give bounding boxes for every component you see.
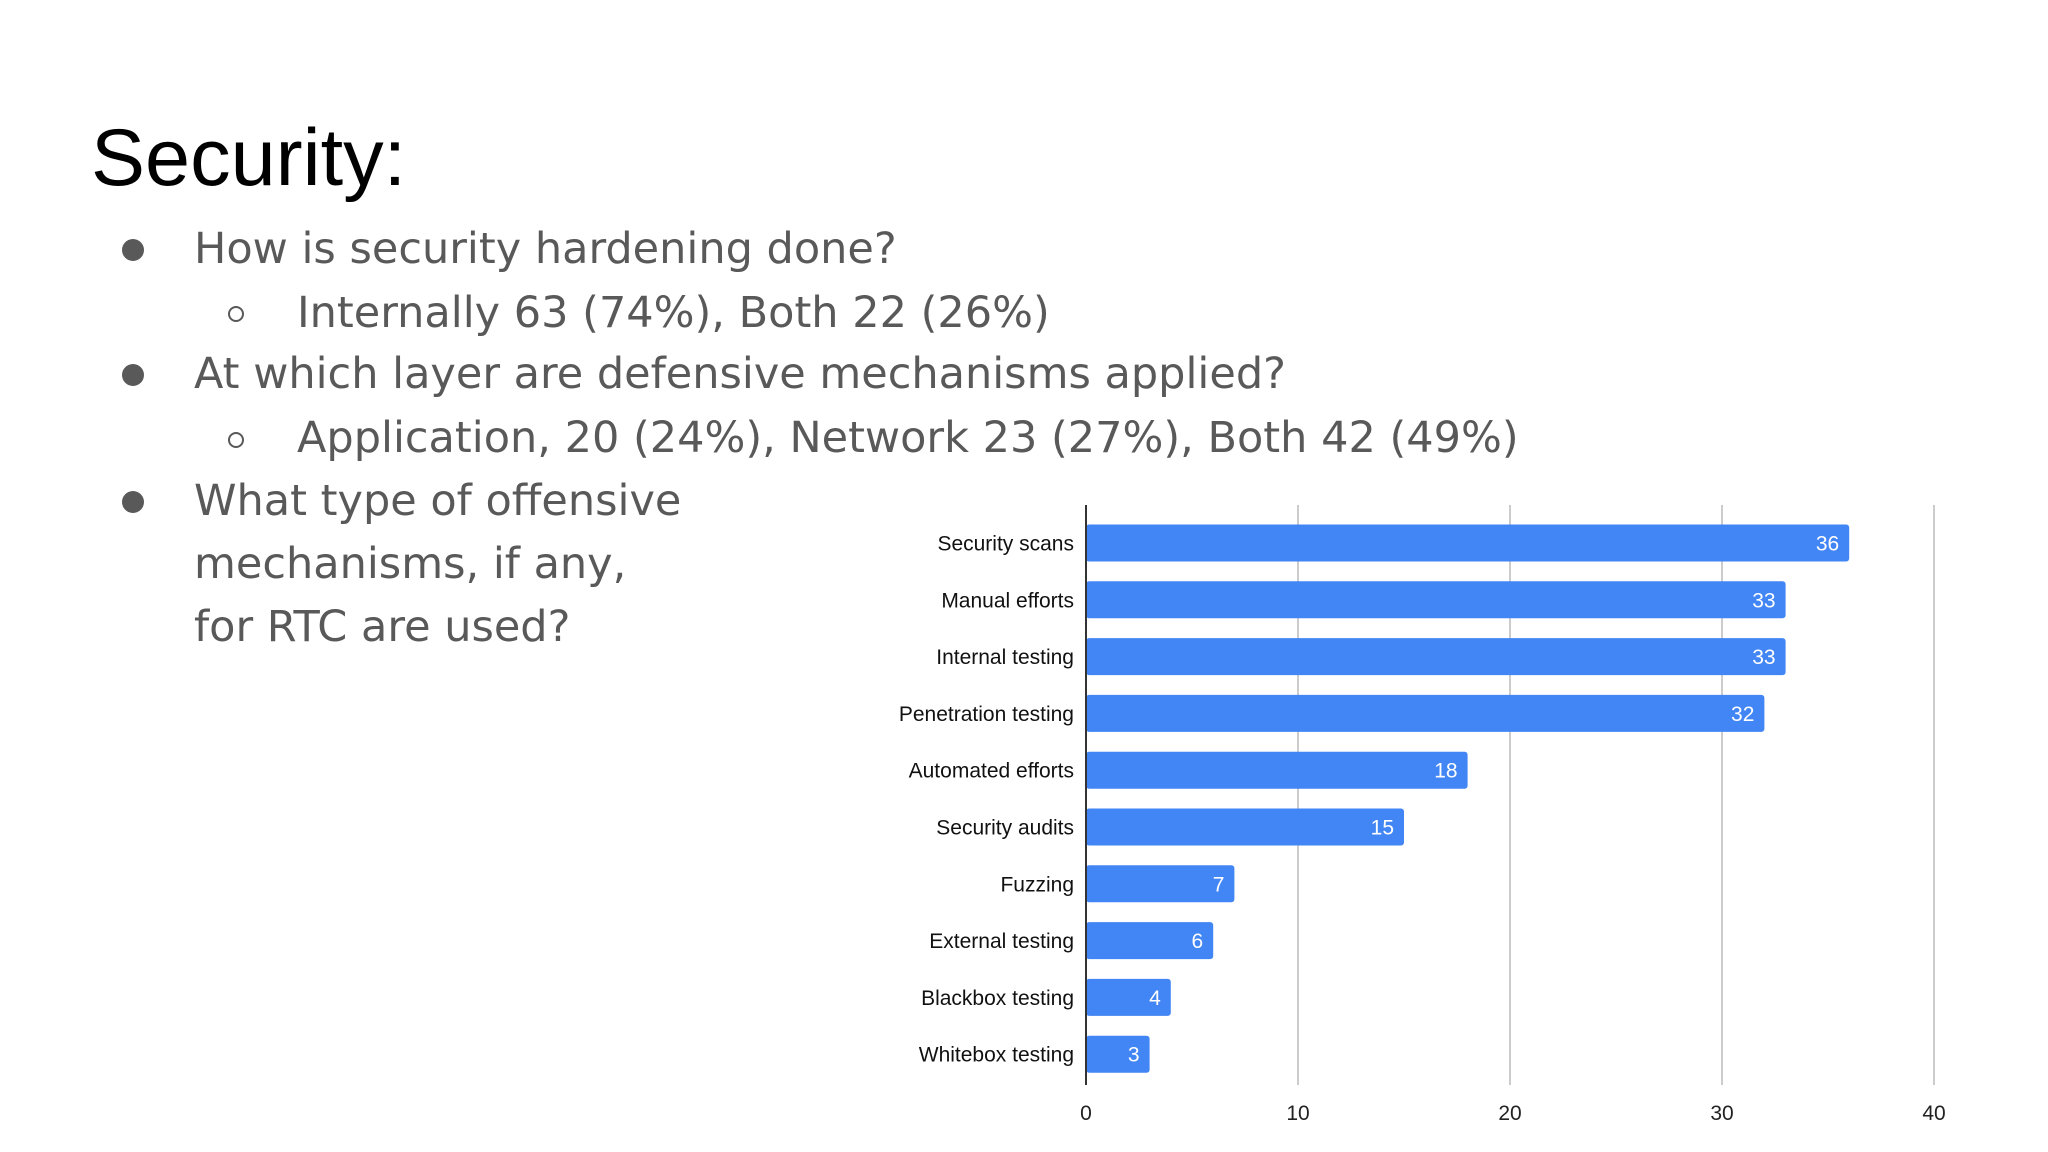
bar-value-label: 6 xyxy=(1192,930,1204,953)
x-tick-label-30: 30 xyxy=(1710,1102,1733,1125)
bar-penetration-testing xyxy=(1086,694,1765,732)
bullet-question-1: How is security hardening done? xyxy=(194,224,897,274)
bullet-answer-2: Application, 20 (24%), Network 23 (27%),… xyxy=(297,413,1519,463)
x-tick-label-0: 0 xyxy=(1080,1102,1092,1125)
bar-automated-efforts xyxy=(1086,751,1468,789)
category-label: Internal testing xyxy=(936,646,1074,669)
bar-blackbox-testing xyxy=(1086,978,1171,1016)
bar-value-label: 33 xyxy=(1752,589,1775,612)
sub-bullet-circle-icon xyxy=(228,432,244,448)
category-label: Security scans xyxy=(937,533,1074,556)
bar-security-scans xyxy=(1086,524,1850,562)
x-tick-label-40: 40 xyxy=(1922,1102,1945,1125)
slide-title: Security: xyxy=(91,113,407,203)
category-label: Automated efforts xyxy=(909,760,1074,783)
bar-external-testing xyxy=(1086,922,1214,960)
chart-category-labels: Security scans Manual efforts Internal tes… xyxy=(899,533,1074,1067)
bullet-question-2: At which layer are defensive mechanisms … xyxy=(194,349,1286,399)
bar-fuzzing xyxy=(1086,865,1235,903)
bar-value-label: 7 xyxy=(1213,873,1225,896)
category-label: Security audits xyxy=(936,817,1074,840)
x-tick-label-10: 10 xyxy=(1286,1102,1309,1125)
bar-value-label: 18 xyxy=(1434,760,1457,783)
bar-manual-efforts xyxy=(1086,581,1786,619)
sub-bullet-circle-icon xyxy=(228,306,244,322)
bullet-dot-icon xyxy=(122,491,144,513)
bar-value-label: 3 xyxy=(1128,1044,1140,1067)
category-label: Blackbox testing xyxy=(921,987,1074,1010)
bullet-question-3-line-1: What type of offensive xyxy=(194,476,682,526)
category-label: Manual efforts xyxy=(941,589,1074,612)
bullet-question-3-line-2: mechanisms, if any, xyxy=(194,539,627,589)
category-label: Penetration testing xyxy=(899,703,1074,726)
category-label: Whitebox testing xyxy=(919,1044,1074,1067)
bar-value-label: 36 xyxy=(1816,533,1839,556)
bar-security-audits xyxy=(1086,808,1404,846)
bar-value-label: 4 xyxy=(1149,987,1161,1010)
bar-value-label: 15 xyxy=(1371,817,1394,840)
category-label: External testing xyxy=(929,930,1074,953)
bullet-answer-1: Internally 63 (74%), Both 22 (26%) xyxy=(297,288,1050,338)
chart-bars: 36 33 33 32 18 15 7 6 4 3 xyxy=(1086,524,1850,1073)
x-tick-label-20: 20 xyxy=(1498,1102,1521,1125)
bar-whitebox-testing xyxy=(1086,1035,1150,1073)
bar-value-label: 32 xyxy=(1731,703,1754,726)
bullet-dot-icon xyxy=(122,239,144,261)
bullet-dot-icon xyxy=(122,364,144,386)
bar-value-label: 33 xyxy=(1752,646,1775,669)
chart-x-tick-labels: 0 10 20 30 40 xyxy=(1080,1102,1946,1125)
bar-internal-testing xyxy=(1086,638,1786,676)
bullet-question-3-line-3: for RTC are used? xyxy=(194,602,571,652)
category-label: Fuzzing xyxy=(1000,873,1074,896)
